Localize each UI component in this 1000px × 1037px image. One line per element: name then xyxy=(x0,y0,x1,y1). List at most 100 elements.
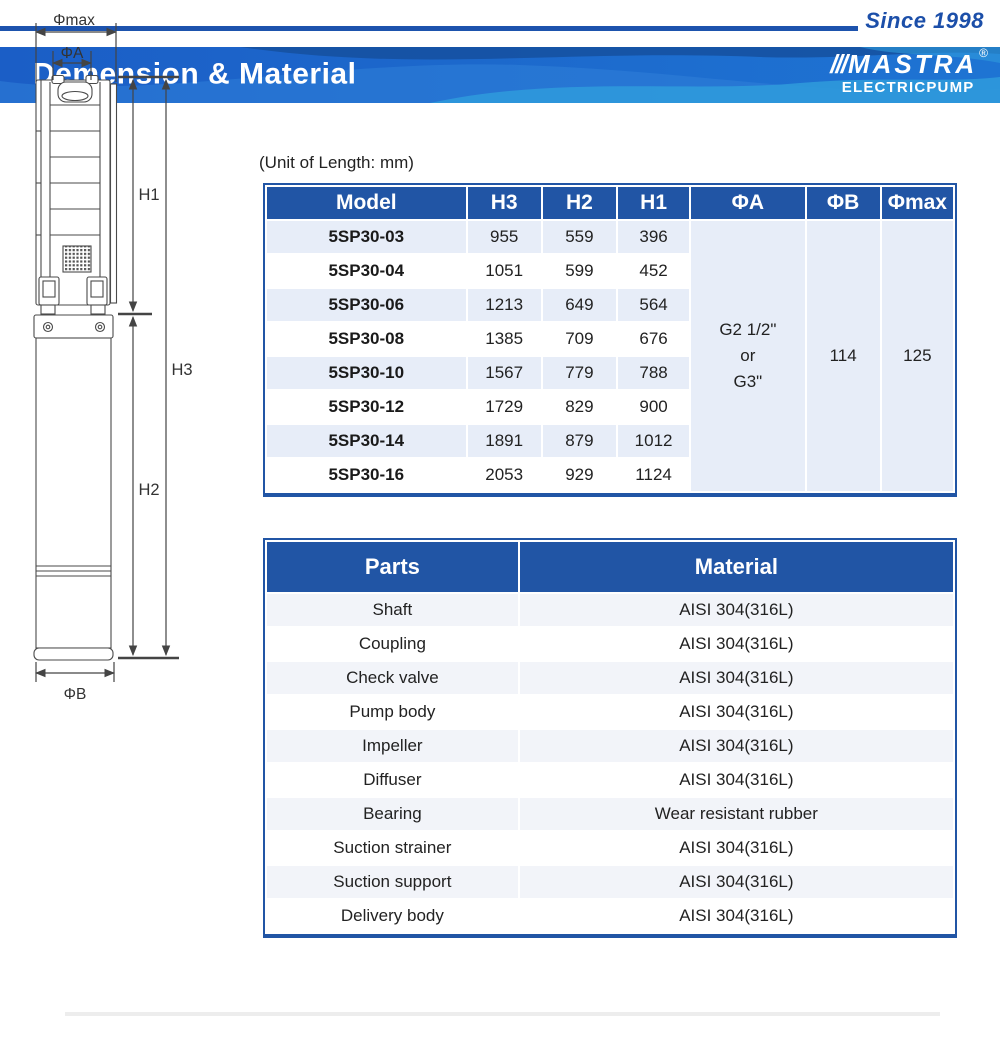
logo-brand-text: MASTRA xyxy=(847,49,978,79)
table-row: Impeller AISI 304(316L) xyxy=(265,728,956,764)
table-row: 5SP30-10 1567 779 788 xyxy=(265,355,954,391)
h3-cell: 1567 xyxy=(465,355,543,391)
table-row: Bearing Wear resistant rubber xyxy=(265,796,956,832)
table-row: 5SP30-16 2053 929 1124 xyxy=(265,457,954,493)
part-cell: Impeller xyxy=(265,728,520,764)
h1-cell: 676 xyxy=(615,321,692,357)
bottom-divider-line xyxy=(65,1012,940,1016)
table-row: Pump body AISI 304(316L) xyxy=(265,694,956,730)
label-h2: H2 xyxy=(138,481,159,499)
part-cell: Coupling xyxy=(265,626,520,662)
parts-table-header-row: Parts Material xyxy=(265,540,956,594)
h2-cell: 559 xyxy=(540,219,618,255)
h3-cell: 2053 xyxy=(465,457,543,493)
table-row: Check valve AISI 304(316L) xyxy=(265,660,956,696)
material-cell: Wear resistant rubber xyxy=(517,796,956,832)
phi-a-merged-cell: G2 1/2" or G3" xyxy=(689,219,807,493)
model-cell: 5SP30-06 xyxy=(265,287,468,323)
material-cell: AISI 304(316L) xyxy=(517,660,956,696)
table-row: 5SP30-14 1891 879 1012 xyxy=(265,423,954,459)
dimension-labels: Φmax ΦA H1 H3 H2 ΦB xyxy=(53,12,192,703)
h3-cell: 1891 xyxy=(465,423,543,459)
h1-cell: 1124 xyxy=(615,457,692,493)
h3-cell: 1213 xyxy=(465,287,543,323)
part-cell: Check valve xyxy=(265,660,520,696)
part-cell: Suction support xyxy=(265,864,520,900)
h2-cell: 649 xyxy=(540,287,618,323)
phi-a-line1: G2 1/2" xyxy=(719,320,777,339)
pump-body-drawing xyxy=(33,74,118,661)
h2-cell: 879 xyxy=(540,423,618,459)
table-row: 5SP30-08 1385 709 676 xyxy=(265,321,954,357)
part-cell: Suction strainer xyxy=(265,830,520,866)
since-divider-line xyxy=(0,26,858,31)
dimension-lines xyxy=(34,23,179,682)
model-cell: 5SP30-04 xyxy=(265,253,468,289)
h2-cell: 929 xyxy=(540,457,618,493)
model-cell: 5SP30-03 xyxy=(265,219,468,255)
model-cell: 5SP30-14 xyxy=(265,423,468,459)
unit-note: (Unit of Length: mm) xyxy=(259,153,414,172)
label-phi-max: Φmax xyxy=(53,12,95,29)
h2-cell: 709 xyxy=(540,321,618,357)
part-cell: Bearing xyxy=(265,796,520,832)
label-h3: H3 xyxy=(171,361,192,379)
parts-material-table: Parts Material Shaft AISI 304(316L) Coup… xyxy=(263,538,957,938)
phi-a-line3: G3" xyxy=(733,372,763,391)
col-header-h1: H1 xyxy=(615,185,692,221)
h2-cell: 599 xyxy=(540,253,618,289)
table-row: 5SP30-06 1213 649 564 xyxy=(265,287,954,323)
dimension-label-masks xyxy=(134,185,197,499)
h3-cell: 1729 xyxy=(465,389,543,425)
model-cell: 5SP30-08 xyxy=(265,321,468,357)
h2-cell: 779 xyxy=(540,355,618,391)
h1-cell: 1012 xyxy=(615,423,692,459)
table-row: 5SP30-12 1729 829 900 xyxy=(265,389,954,425)
h1-cell: 396 xyxy=(615,219,692,255)
model-cell: 5SP30-16 xyxy=(265,457,468,493)
phi-a-line2: or xyxy=(740,346,756,365)
model-cell: 5SP30-12 xyxy=(265,389,468,425)
phi-b-merged-cell: 114 xyxy=(804,219,882,493)
col-header-h2: H2 xyxy=(540,185,618,221)
col-header-phi-b: ΦB xyxy=(804,185,882,221)
label-phi-a: ΦA xyxy=(61,45,84,62)
material-cell: AISI 304(316L) xyxy=(517,626,956,662)
phi-max-merged-cell: 125 xyxy=(879,219,956,493)
material-cell: AISI 304(316L) xyxy=(517,694,956,730)
table-row: Suction strainer AISI 304(316L) xyxy=(265,830,956,866)
h1-cell: 452 xyxy=(615,253,692,289)
material-cell: AISI 304(316L) xyxy=(517,762,956,798)
h1-cell: 564 xyxy=(615,287,692,323)
table-row: 5SP30-03 955 559 396 G2 1/2" or G3" 114 … xyxy=(265,219,956,493)
col-header-phi-a: ΦA xyxy=(689,185,807,221)
part-cell: Shaft xyxy=(265,592,520,628)
col-header-h3: H3 xyxy=(465,185,543,221)
part-cell: Diffuser xyxy=(265,762,520,798)
material-cell: AISI 304(316L) xyxy=(517,898,956,934)
col-header-parts: Parts xyxy=(265,540,520,594)
since-text: Since 1998 xyxy=(865,8,984,33)
logo-slashes-icon: /// xyxy=(830,49,848,79)
material-cell: AISI 304(316L) xyxy=(517,592,956,628)
col-header-phi-max: Φmax xyxy=(879,185,956,221)
material-cell: AISI 304(316L) xyxy=(517,864,956,900)
registered-mark-icon: ® xyxy=(979,47,988,60)
table-row: Diffuser AISI 304(316L) xyxy=(265,762,956,798)
h1-cell: 900 xyxy=(615,389,692,425)
part-cell: Delivery body xyxy=(265,898,520,934)
dimension-table: Model H3 H2 H1 ΦA ΦB Φmax 5SP30-03 955 5… xyxy=(263,183,957,497)
label-phi-b: ΦB xyxy=(64,686,87,703)
table-row: 5SP30-04 1051 599 452 xyxy=(265,253,954,289)
dimension-table-header-row: Model H3 H2 H1 ΦA ΦB Φmax xyxy=(265,185,956,221)
part-cell: Pump body xyxy=(265,694,520,730)
col-header-material: Material xyxy=(517,540,956,594)
h3-cell: 955 xyxy=(465,219,543,255)
brand-logo: ///MASTRA ® ELECTRICPUMP xyxy=(830,47,988,96)
logo-subtitle: ELECTRICPUMP xyxy=(841,79,975,96)
table-row: Delivery body AISI 304(316L) xyxy=(265,898,956,934)
table-row: Shaft AISI 304(316L) xyxy=(265,592,956,628)
label-h1: H1 xyxy=(138,186,159,204)
pump-dimension-diagram: Φmax ΦA H1 H3 H2 ΦB xyxy=(33,12,197,703)
